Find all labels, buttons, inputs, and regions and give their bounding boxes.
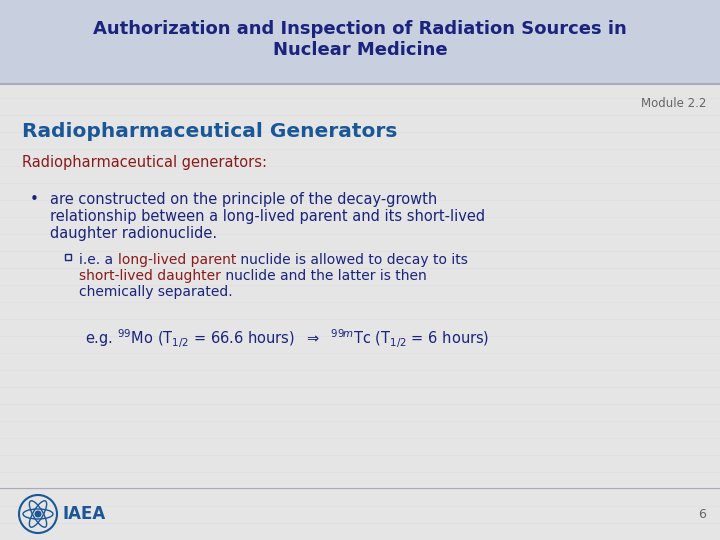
Text: short-lived daughter: short-lived daughter <box>79 269 221 283</box>
FancyBboxPatch shape <box>0 0 720 84</box>
Text: i.e. a: i.e. a <box>79 253 117 267</box>
Text: Authorization and Inspection of Radiation Sources in: Authorization and Inspection of Radiatio… <box>93 20 627 38</box>
Circle shape <box>35 511 41 517</box>
Text: nuclide is allowed to decay to its: nuclide is allowed to decay to its <box>236 253 468 267</box>
Text: nuclide and the latter is then: nuclide and the latter is then <box>221 269 427 283</box>
Text: Nuclear Medicine: Nuclear Medicine <box>273 41 447 59</box>
Text: Radiopharmaceutical generators:: Radiopharmaceutical generators: <box>22 155 267 170</box>
Text: are constructed on the principle of the decay-growth: are constructed on the principle of the … <box>50 192 437 207</box>
Text: Module 2.2: Module 2.2 <box>641 97 706 110</box>
Text: long-lived parent: long-lived parent <box>117 253 236 267</box>
Text: relationship between a long-lived parent and its short-lived: relationship between a long-lived parent… <box>50 209 485 224</box>
Text: •: • <box>30 192 39 207</box>
Text: 6: 6 <box>698 508 706 521</box>
Text: IAEA: IAEA <box>63 505 107 523</box>
Text: e.g. $^{99}$Mo (T$_{1/2}$ = 66.6 hours)  $\Rightarrow$  $^{99m}$Tc (T$_{1/2}$ = : e.g. $^{99}$Mo (T$_{1/2}$ = 66.6 hours) … <box>85 327 490 350</box>
Text: daughter radionuclide.: daughter radionuclide. <box>50 226 217 241</box>
Text: chemically separated.: chemically separated. <box>79 285 233 299</box>
FancyBboxPatch shape <box>0 84 720 540</box>
Text: Radiopharmaceutical Generators: Radiopharmaceutical Generators <box>22 122 397 141</box>
